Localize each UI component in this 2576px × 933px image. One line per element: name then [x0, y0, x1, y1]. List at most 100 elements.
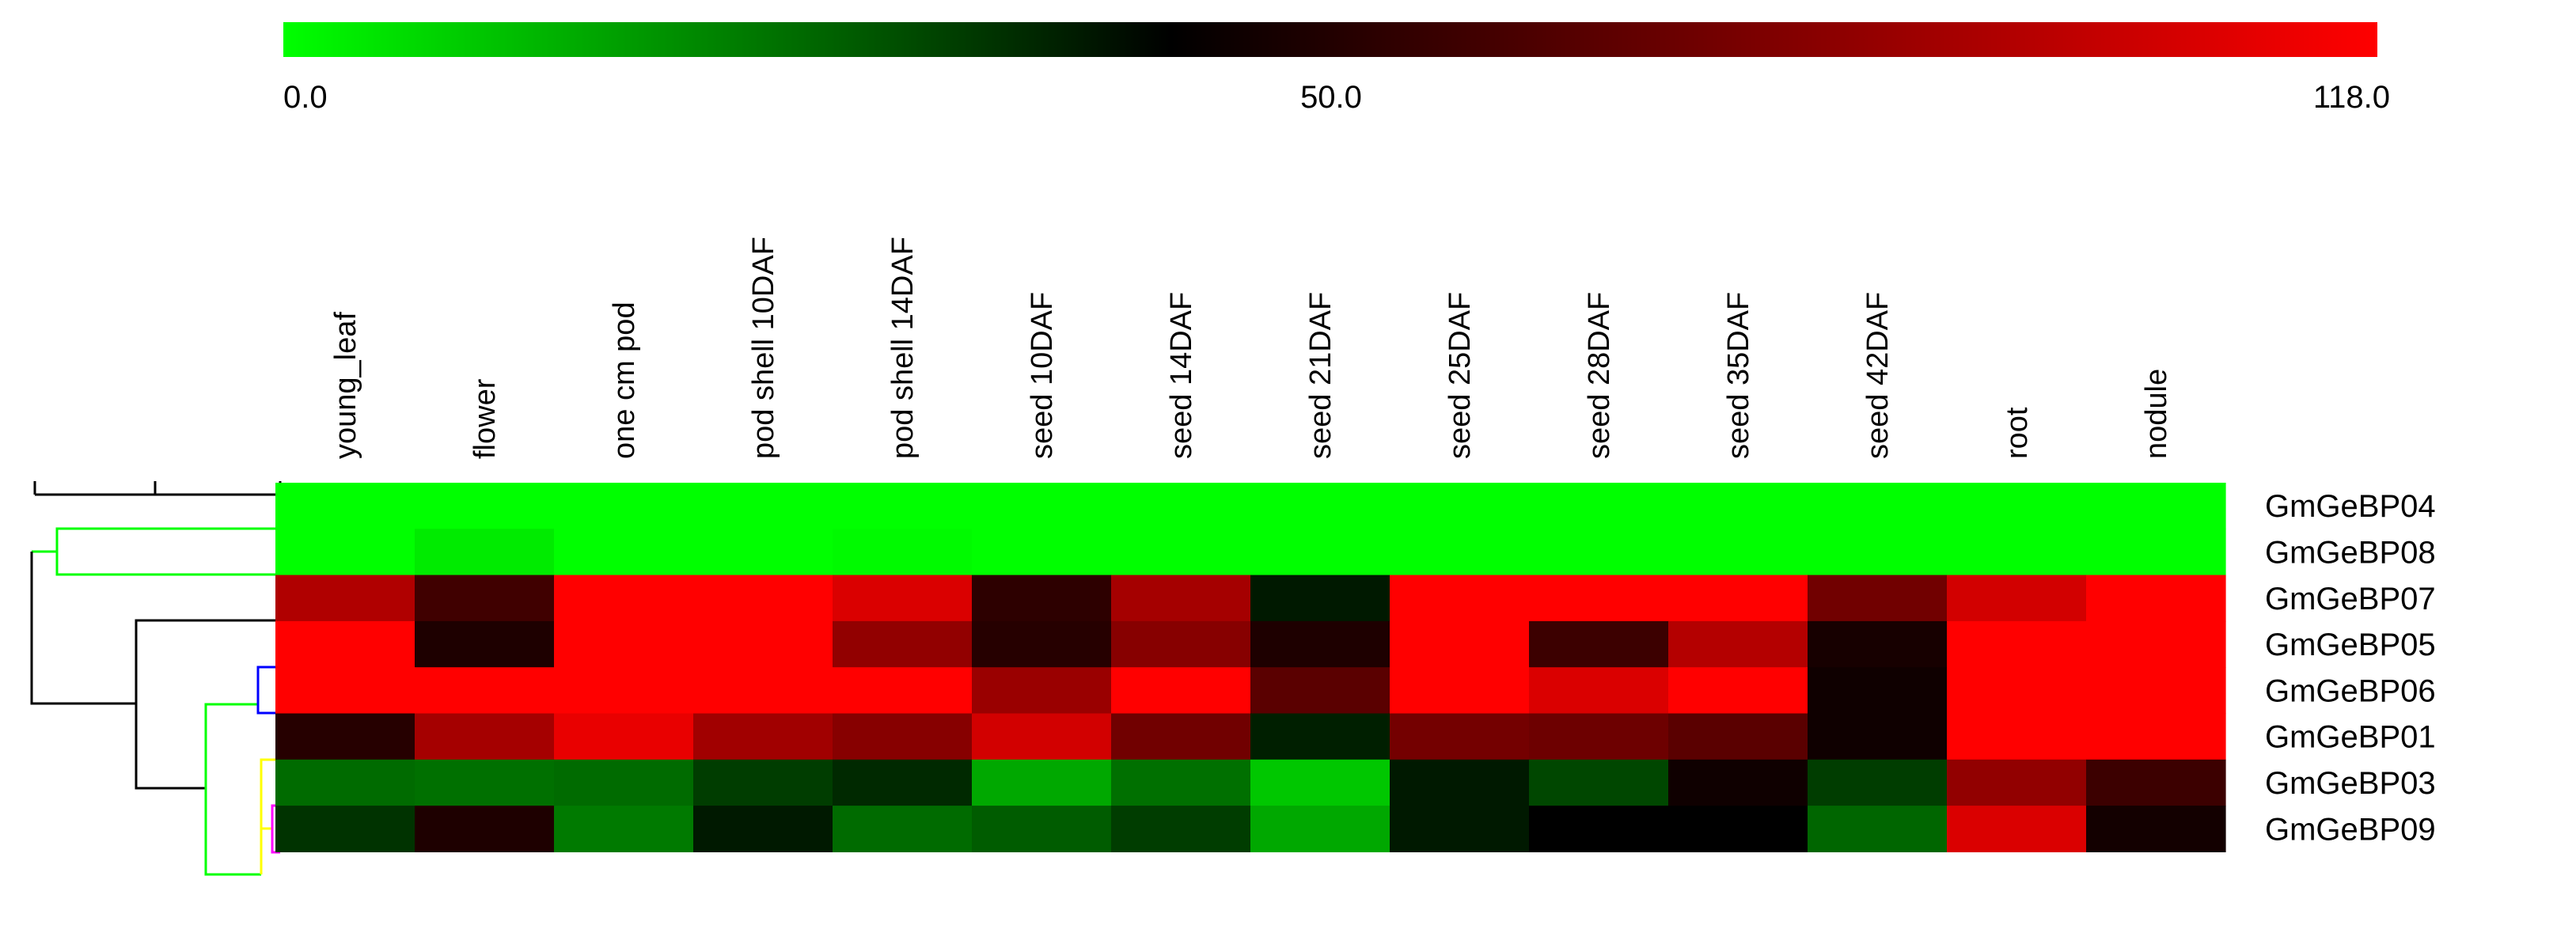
- heatmap-cell: [1947, 713, 2087, 760]
- heatmap-cell: [1529, 620, 1669, 668]
- heatmap-cell: [833, 667, 973, 715]
- heatmap-cell: [693, 483, 833, 529]
- column-label: seed 21DAF: [1304, 292, 1337, 459]
- heatmap-cell: [1250, 620, 1390, 668]
- colorbar: [283, 22, 2377, 57]
- heatmap-cell: [1390, 713, 1530, 760]
- heatmap-cell: [275, 483, 415, 529]
- heatmap-cell: [972, 667, 1112, 715]
- heatmap-cell: [1529, 483, 1669, 529]
- heatmap-cell: [415, 759, 555, 806]
- heatmap-cell: [275, 759, 415, 806]
- heatmap-cell: [554, 713, 694, 760]
- heatmap-cell: [415, 575, 555, 622]
- heatmap-cell: [972, 620, 1112, 668]
- column-label: seed 35DAF: [1722, 292, 1755, 459]
- heatmap-cell: [275, 667, 415, 715]
- heatmap-cell: [833, 529, 973, 576]
- heatmap-cell: [2086, 620, 2226, 668]
- column-label: root: [2001, 407, 2034, 459]
- heatmap-cell: [2086, 713, 2226, 760]
- heatmap-cell: [1668, 483, 1808, 529]
- heatmap-cell: [1250, 713, 1390, 760]
- heatmap-cell: [1808, 667, 1948, 715]
- heatmap-cell: [833, 713, 973, 760]
- heatmap-cell: [1390, 575, 1530, 622]
- heatmap-cell: [554, 575, 694, 622]
- heatmap-cell: [1668, 529, 1808, 576]
- heatmap-cell: [2086, 667, 2226, 715]
- row-label: GmGeBP08: [2265, 535, 2436, 570]
- heatmap-cell: [1947, 806, 2087, 852]
- heatmap-cell: [1947, 759, 2087, 806]
- heatmap-cell: [275, 575, 415, 622]
- heatmap-cell: [2086, 575, 2226, 622]
- heatmap-cell: [1111, 667, 1251, 715]
- row-label: GmGeBP04: [2265, 489, 2436, 524]
- heatmap-cell: [1529, 806, 1669, 852]
- heatmap-cell: [2086, 529, 2226, 576]
- heatmap-cell: [1808, 759, 1948, 806]
- heatmap-cell: [693, 713, 833, 760]
- heatmap-cell: [972, 529, 1112, 576]
- heatmap-cell: [833, 483, 973, 529]
- heatmap-cell: [1808, 575, 1948, 622]
- dendrogram-scale: [33, 481, 282, 496]
- heatmap-cell: [554, 620, 694, 668]
- row-label: GmGeBP09: [2265, 812, 2436, 847]
- column-label: seed 25DAF: [1444, 292, 1477, 459]
- heatmap-cell: [972, 575, 1112, 622]
- heatmap-cell: [1808, 483, 1948, 529]
- heatmap-cell: [415, 667, 555, 715]
- heatmap-cell: [1111, 806, 1251, 852]
- heatmap-cell: [1529, 575, 1669, 622]
- heatmap-cell: [275, 620, 415, 668]
- heatmap-cell: [693, 620, 833, 668]
- heatmap-cell: [1808, 713, 1948, 760]
- heatmap-cell: [972, 483, 1112, 529]
- heatmap-cell: [2086, 483, 2226, 529]
- heatmap-cell: [554, 759, 694, 806]
- heatmap-cell: [1390, 667, 1530, 715]
- heatmap-cell: [1250, 806, 1390, 852]
- heatmap-cell: [1250, 667, 1390, 715]
- heatmap-cell: [1668, 575, 1808, 622]
- heatmap-cell: [1111, 759, 1251, 806]
- heatmap-cell: [1529, 713, 1669, 760]
- heatmap-cell: [1111, 620, 1251, 668]
- column-labels: young_leaf flower one cm pod pod shell 10DA…: [329, 237, 2173, 459]
- row-labels: GmGeBP04 GmGeBP08 GmGeBP07 GmGeBP05 GmGeBP06…: [2265, 489, 2436, 847]
- heatmap-cell: [693, 667, 833, 715]
- heatmap-cell: [693, 806, 833, 852]
- heatmap-cell: [693, 759, 833, 806]
- column-label: young_leaf: [329, 312, 362, 459]
- heatmap-cell: [693, 575, 833, 622]
- heatmap-cell: [1390, 483, 1530, 529]
- colorbar-tick-mid: 50.0: [1300, 80, 1362, 115]
- heatmap-cell: [415, 529, 555, 576]
- heatmap-cell: [1529, 529, 1669, 576]
- heatmap-cell: [554, 529, 694, 576]
- heatmap-cell: [833, 620, 973, 668]
- heatmap-cell: [415, 483, 555, 529]
- heatmap-cell: [1947, 620, 2087, 668]
- heatmap-cell: [1529, 667, 1669, 715]
- heatmap-cell: [833, 575, 973, 622]
- heatmap-cell: [1390, 529, 1530, 576]
- heatmap-cell: [1250, 759, 1390, 806]
- row-label: GmGeBP07: [2265, 582, 2436, 616]
- column-label: seed 10DAF: [1026, 292, 1059, 459]
- heatmap-cell: [1808, 620, 1948, 668]
- row-dendrogram: [30, 527, 280, 876]
- column-label: seed 28DAF: [1583, 292, 1616, 459]
- heatmap-cell: [1390, 620, 1530, 668]
- heatmap-cell: [1250, 575, 1390, 622]
- heatmap-cell: [1947, 529, 2087, 576]
- heatmap-cell: [554, 483, 694, 529]
- column-label: seed 14DAF: [1165, 292, 1198, 459]
- heatmap-cell: [693, 529, 833, 576]
- column-label: seed 42DAF: [1861, 292, 1895, 459]
- row-label: GmGeBP01: [2265, 720, 2436, 755]
- heatmap-cell: [554, 667, 694, 715]
